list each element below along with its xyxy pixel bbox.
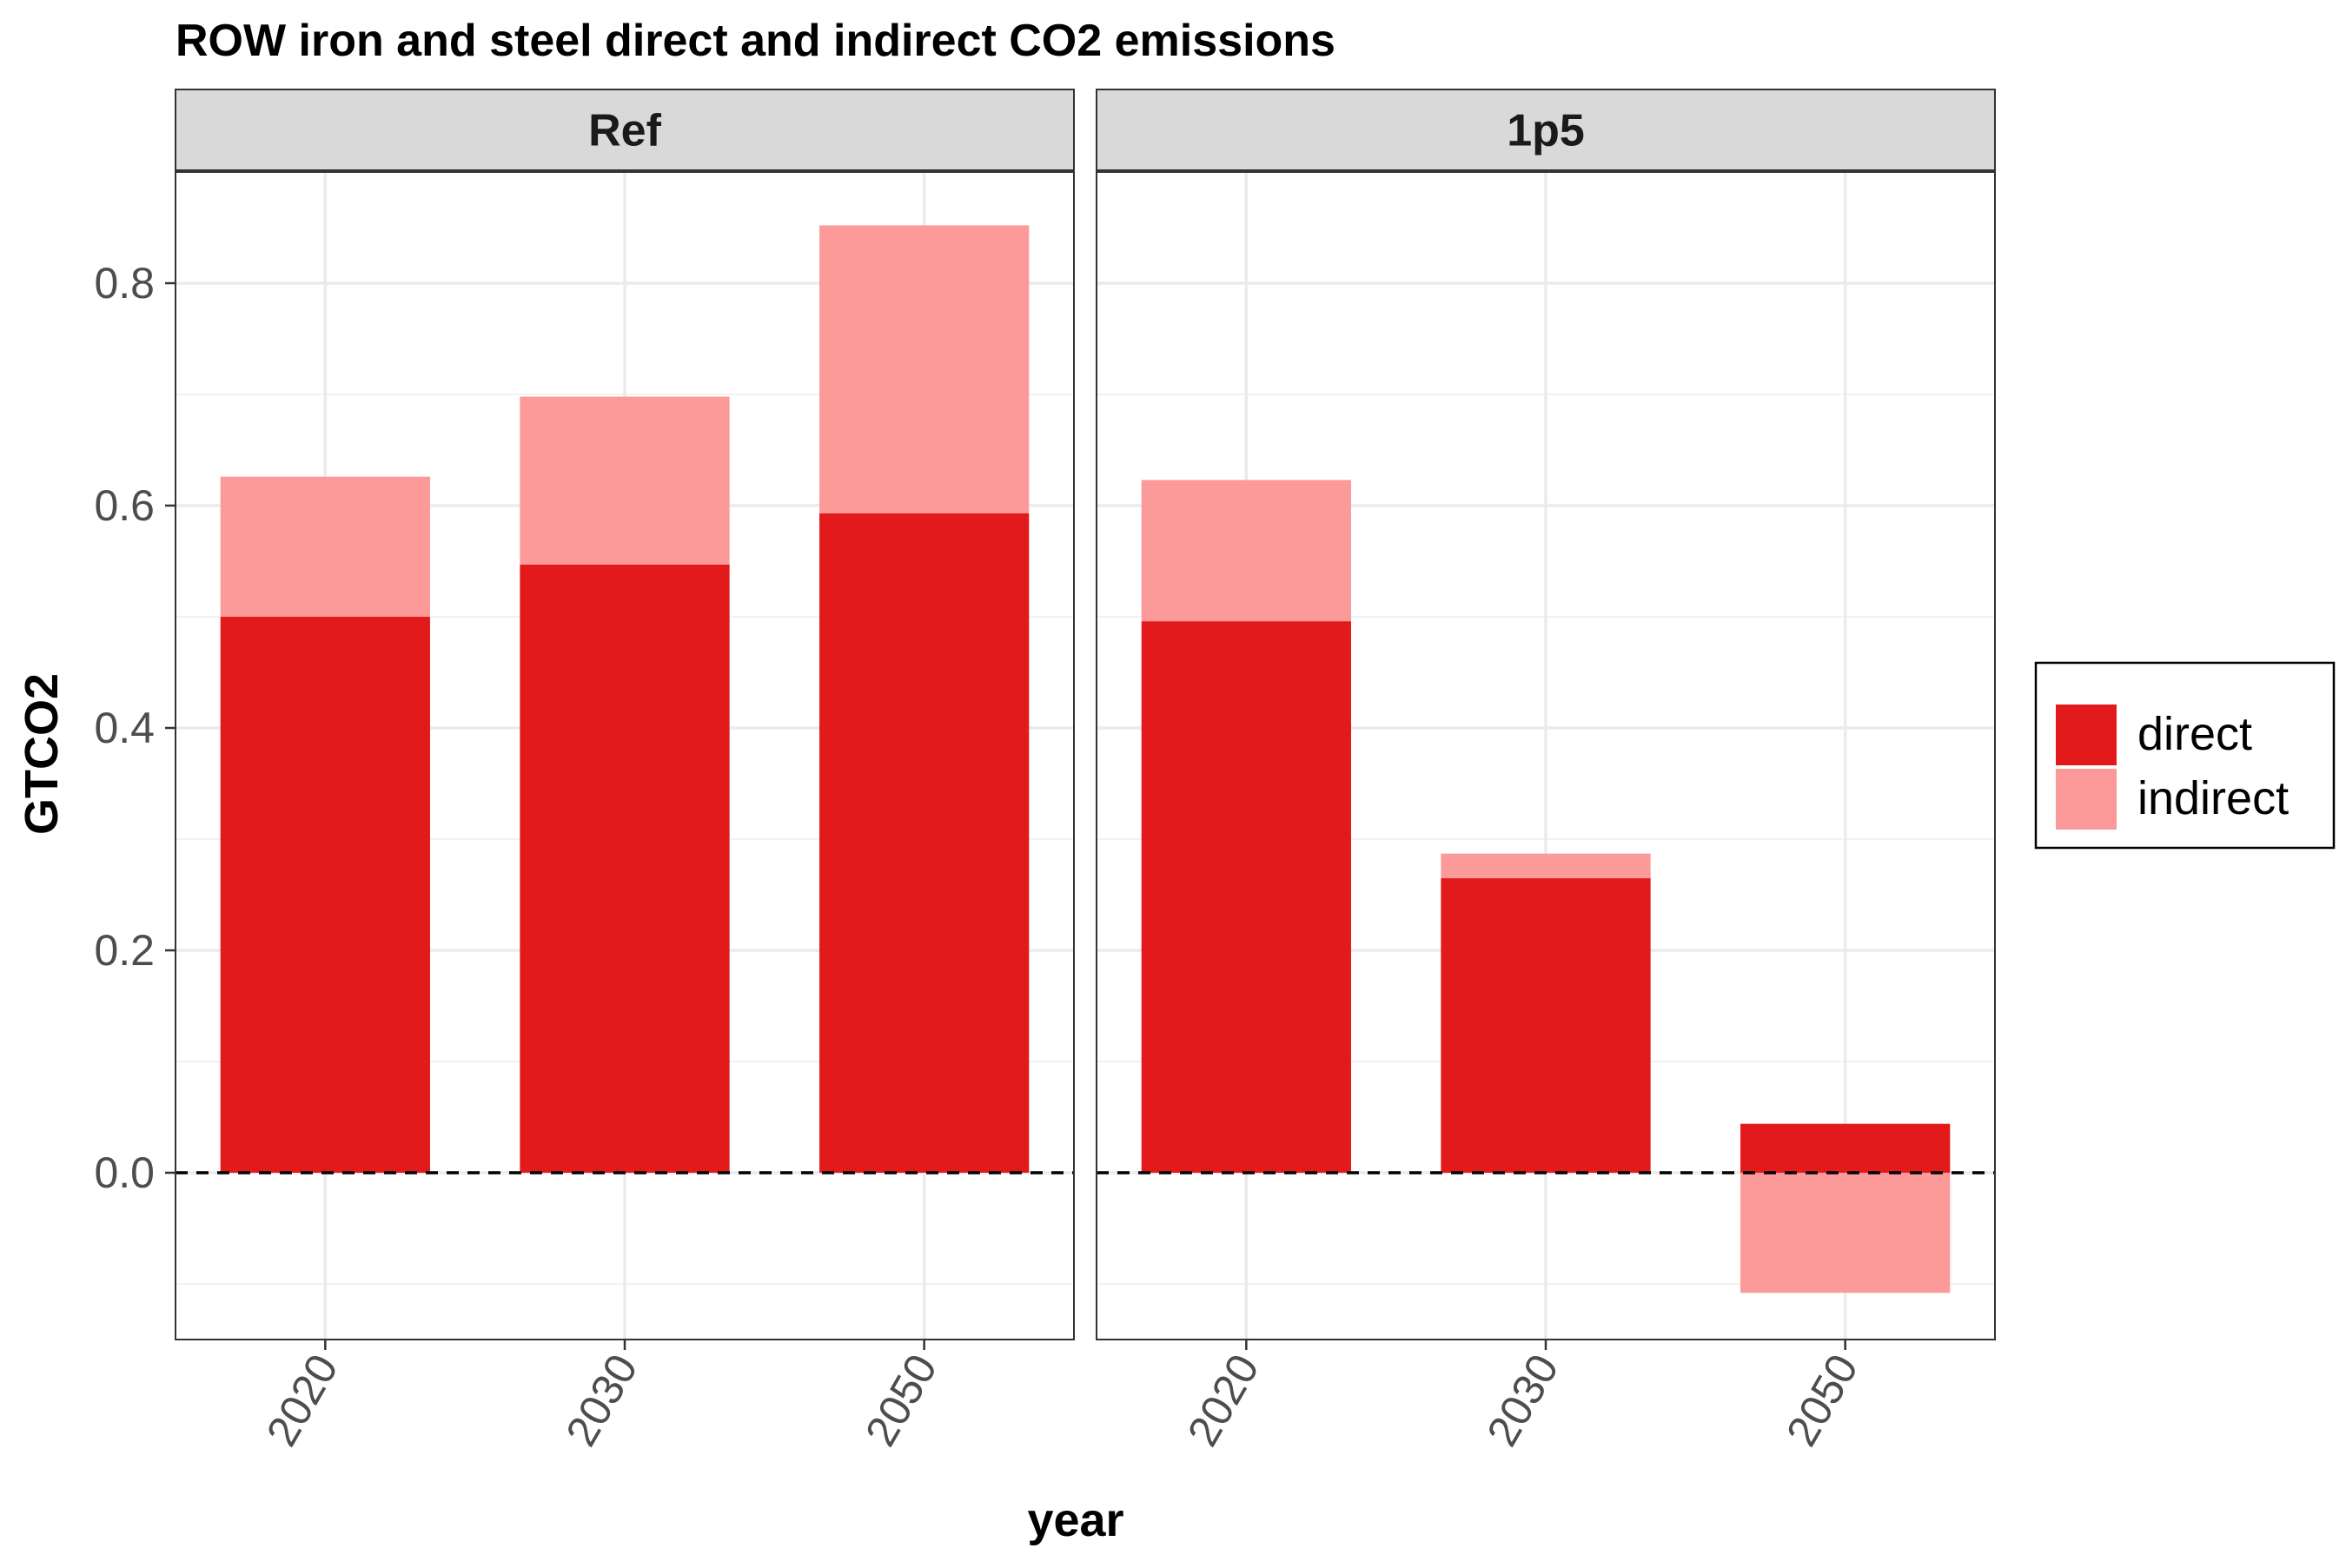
bar-direct-2020 (1141, 621, 1351, 1173)
panel-1p5: 1p5 2020 2030 2050 (1096, 89, 1996, 1454)
facet-strip (1096, 89, 1996, 171)
panel-ref: Ref 2020 2030 2050 (175, 89, 1075, 1454)
bar-direct-2050 (819, 513, 1030, 1173)
facet-label: Ref (588, 106, 661, 156)
y-tick-label: 0.8 (94, 259, 155, 308)
legend-label-direct: direct (2137, 708, 2252, 760)
x-tick-label: 2030 (1477, 1346, 1567, 1454)
x-tick-label: 2030 (556, 1346, 646, 1454)
bar-direct-2030 (520, 564, 730, 1173)
x-tick-label: 2050 (856, 1346, 946, 1454)
y-axis: 0.0 0.2 0.4 0.6 0.8 (94, 259, 176, 1197)
bar-indirect-2030 (520, 396, 730, 565)
bar-direct-2050 (1740, 1123, 1951, 1173)
chart-title: ROW iron and steel direct and indirect C… (176, 16, 1335, 66)
y-tick-label: 0.2 (94, 926, 155, 975)
x-axis-title: year (1027, 1494, 1123, 1546)
bar-direct-2020 (220, 617, 430, 1173)
panels: Ref 2020 2030 2050 1p5 2020 2030 2050 (175, 89, 1996, 1454)
bar-indirect-2030 (1441, 853, 1651, 878)
bar-indirect-2020 (220, 476, 430, 617)
x-tick-label: 2020 (1178, 1346, 1269, 1454)
legend-key-direct (2056, 705, 2117, 765)
x-tick-label: 2020 (257, 1346, 348, 1454)
bar-indirect-2050 (1740, 1173, 1951, 1293)
y-axis-title: GTCO2 (16, 673, 68, 835)
legend-key-indirect (2056, 769, 2117, 830)
x-tick-label: 2050 (1777, 1346, 1867, 1454)
legend: direct indirect (2034, 661, 2336, 850)
bar-indirect-2020 (1141, 480, 1351, 622)
facet-strip (175, 89, 1075, 171)
y-tick-label: 0.0 (94, 1148, 155, 1197)
facet-label: 1p5 (1507, 106, 1585, 156)
bar-indirect-2050 (819, 225, 1030, 513)
y-tick-label: 0.6 (94, 481, 155, 530)
bar-direct-2030 (1441, 877, 1651, 1173)
y-tick-label: 0.4 (94, 704, 155, 752)
legend-label-indirect: indirect (2137, 772, 2289, 824)
